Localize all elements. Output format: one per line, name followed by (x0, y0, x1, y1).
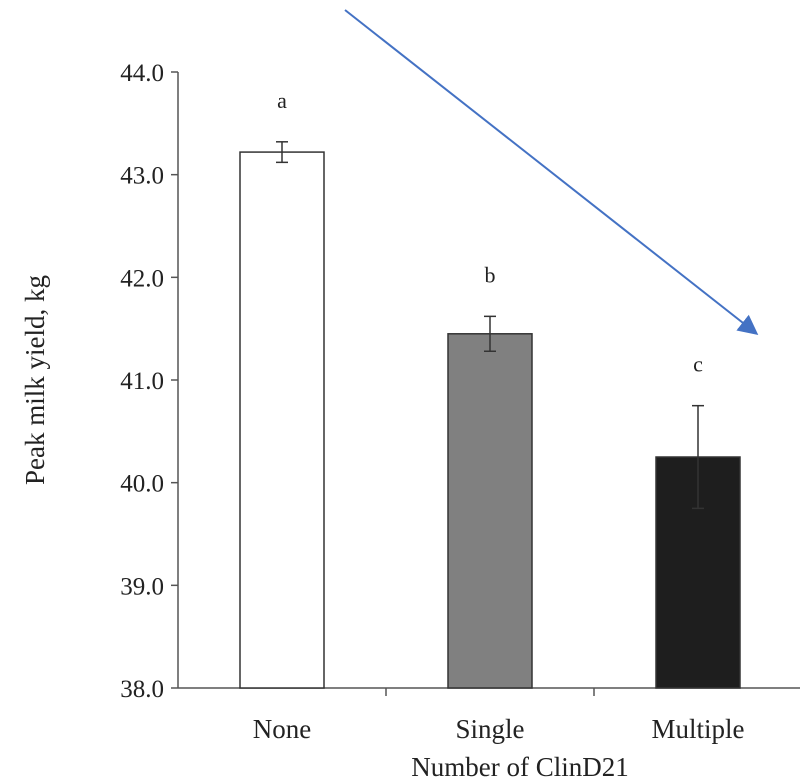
y-tick-label: 43.0 (120, 163, 164, 190)
trend-arrow (344, 9, 759, 335)
y-tick-label: 40.0 (120, 471, 164, 498)
significance-label: a (277, 88, 287, 113)
y-axis-title: Peak milk yield, kg (20, 275, 50, 485)
x-axis-title: Number of ClinD21 (411, 752, 628, 782)
category-label: None (253, 714, 311, 744)
category-label: Single (455, 714, 524, 744)
y-tick-label: 42.0 (120, 265, 164, 292)
labels: 38.0 39.0 40.0 41.0 42.0 43.0 44.0 a None b Single… (120, 60, 744, 744)
significance-label: c (693, 352, 703, 377)
y-tick-label: 39.0 (120, 573, 164, 600)
significance-label: b (485, 262, 496, 287)
bar (447, 333, 533, 689)
y-tick-label: 38.0 (120, 676, 164, 703)
category-label: Multiple (652, 714, 745, 744)
bar (239, 151, 325, 689)
y-tick-label: 44.0 (120, 60, 164, 87)
bars (239, 141, 741, 689)
y-tick-label: 41.0 (120, 368, 164, 395)
